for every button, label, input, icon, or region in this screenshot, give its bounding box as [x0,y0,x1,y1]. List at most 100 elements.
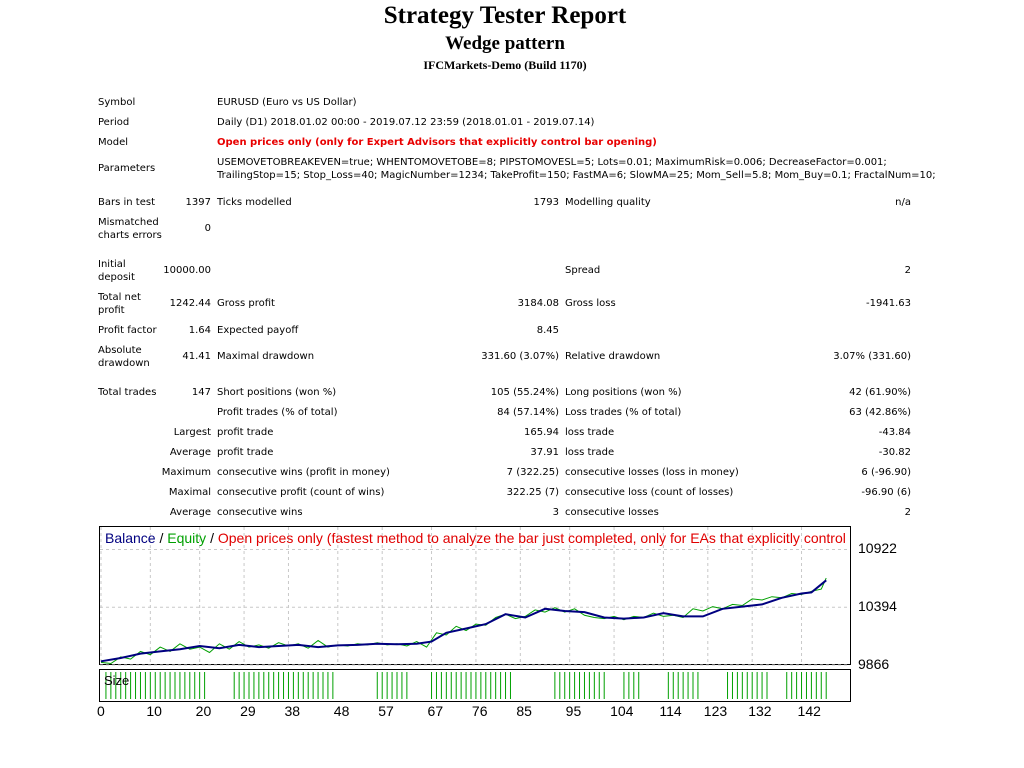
size-chart-frame [99,669,851,702]
max-losses-value: 6 (-96.90) [861,467,911,478]
absdd-label: Absolute drawdown [98,345,150,369]
x-tick-label: 104 [610,703,634,719]
quality-label: Modelling quality [565,197,651,208]
avg-wins-value: 3 [552,507,559,518]
symbol-label: Symbol [98,97,136,108]
largest-profit-label: profit trade [217,427,274,438]
ticks-value: 1793 [533,197,559,208]
chart-legend: Balance / Equity / Open prices only (fas… [105,530,850,546]
avg-losses-label: consecutive losses [565,507,659,518]
bars-label: Bars in test [98,197,155,208]
quality-value: n/a [895,197,911,208]
main-chart-frame [99,526,851,665]
largest-profit-value: 165.94 [524,427,559,438]
absdd-value: 41.41 [182,351,211,362]
period-value: Daily (D1) 2018.01.02 00:00 - 2019.07.12… [217,117,595,128]
chart-grid [100,527,849,666]
x-tick-label: 123 [703,703,728,719]
x-tick-label: 29 [240,703,256,719]
trades-label: Total trades [98,387,157,398]
spread-label: Spread [565,265,601,276]
balance-series [100,579,827,663]
legend-separator: / [206,530,218,546]
maxl-profit-value: 322.25 (7) [506,487,559,498]
y-tick-label: 9866 [858,656,890,672]
x-tick-label: 85 [516,703,532,719]
x-tick-label: 76 [471,703,488,719]
maxl-loss-label: consecutive loss (count of losses) [565,487,734,498]
avg-losses-value: 2 [904,507,911,518]
reldd-value: 3.07% (331.60) [833,351,911,362]
spread-value: 2 [904,265,911,276]
legend-balance: Balance [105,530,156,546]
max-losses-label: consecutive losses (loss in money) [565,467,739,478]
deposit-value: 10000.00 [163,265,211,276]
x-tick-label: 95 [565,703,582,719]
grossprofit-value: 3184.08 [517,298,559,309]
payoff-label: Expected payoff [217,325,299,336]
x-tick-label: 57 [378,703,394,719]
legend-separator: / [155,530,168,546]
ticks-label: Ticks modelled [217,197,292,208]
x-tick-label: 10 [146,703,162,719]
ltrades-label: Loss trades (% of total) [565,407,682,418]
grossprofit-label: Gross profit [217,298,275,309]
maximum-label: Maximum [161,467,211,478]
parameters-label: Parameters [98,163,156,174]
ltrades-value: 63 (42.86%) [849,407,911,418]
grossloss-value: -1941.63 [866,298,911,309]
x-tick-label: 38 [284,703,301,719]
short-label: Short positions (won %) [217,387,337,398]
payoff-value: 8.45 [536,325,559,336]
short-value: 105 (55.24%) [490,387,559,398]
y-tick-label: 10394 [858,598,897,615]
maxdd-value: 331.60 (3.07%) [481,351,559,362]
max-wins-label: consecutive wins (profit in money) [217,467,390,478]
deposit-label: Initial deposit [98,259,135,283]
x-tick-label: 20 [195,703,212,719]
balance-equity-chart [99,526,851,702]
equity-series [100,577,827,665]
maxl-loss-value: -96.90 (6) [861,487,911,498]
parameters-line-1: USEMOVETOBREAKEVEN=true; WHENTOMOVETOBE=… [217,157,887,168]
netprofit-value: 1242.44 [169,298,211,309]
average-label: Average [169,447,211,458]
pf-value: 1.64 [188,325,211,336]
x-tick-label: 132 [748,703,772,719]
average-profit-value: 37.91 [530,447,559,458]
x-tick-label: 48 [333,703,350,719]
avg-wins-label: consecutive wins [217,507,303,518]
mismatch-label: Mismatched charts errors [98,217,162,241]
ptrades-value: 84 (57.14%) [497,407,559,418]
model-value: Open prices only (only for Expert Adviso… [217,137,657,148]
maxdd-label: Maximal drawdown [217,351,315,362]
long-value: 42 (61.90%) [849,387,911,398]
netprofit-label: Total net profit [98,292,141,316]
average-profit-label: profit trade [217,447,274,458]
symbol-value: EURUSD (Euro vs US Dollar) [217,97,357,108]
x-tick-label: 114 [659,703,682,719]
maxl-profit-label: consecutive profit (count of wins) [217,487,385,498]
reldd-label: Relative drawdown [565,351,661,362]
report-title: Strategy Tester Report [383,2,627,29]
average-loss-label: loss trade [565,447,615,458]
bars-value: 1397 [185,197,211,208]
mismatch-value: 0 [204,223,211,234]
report-subtitle: Wedge pattern [445,33,565,54]
maximal-label: Maximal [168,487,211,498]
legend-equity: Equity [167,530,207,546]
trades-value: 147 [191,387,211,398]
pf-label: Profit factor [98,325,157,336]
grossloss-label: Gross loss [565,298,616,309]
x-tick-label: 142 [797,703,821,719]
server-build: IFCMarkets-Demo (Build 1170) [423,58,587,72]
size-chart-label: Size [104,673,130,688]
largest-loss-value: -43.84 [878,427,911,438]
parameters-line-2: TrailingStop=15; Stop_Loss=40; MagicNumb… [217,170,936,181]
model-label: Model [98,137,129,148]
ptrades-label: Profit trades (% of total) [217,407,338,418]
legend-model: Open prices only (fastest method to anal… [217,530,850,546]
x-tick-label: 67 [427,703,444,719]
y-tick-label: 10922 [858,540,897,557]
avg-cons-label: Average [169,507,211,518]
